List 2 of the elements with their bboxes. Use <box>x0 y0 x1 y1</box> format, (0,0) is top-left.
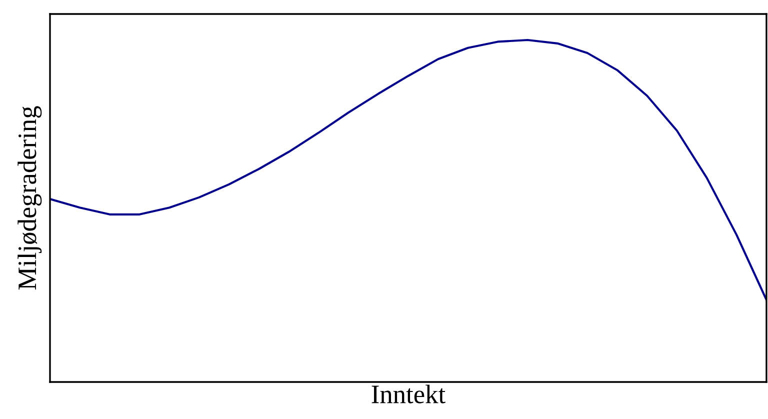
y-axis-title: Miljødegradering <box>18 106 42 290</box>
x-axis-title: Inntekt <box>372 384 446 404</box>
